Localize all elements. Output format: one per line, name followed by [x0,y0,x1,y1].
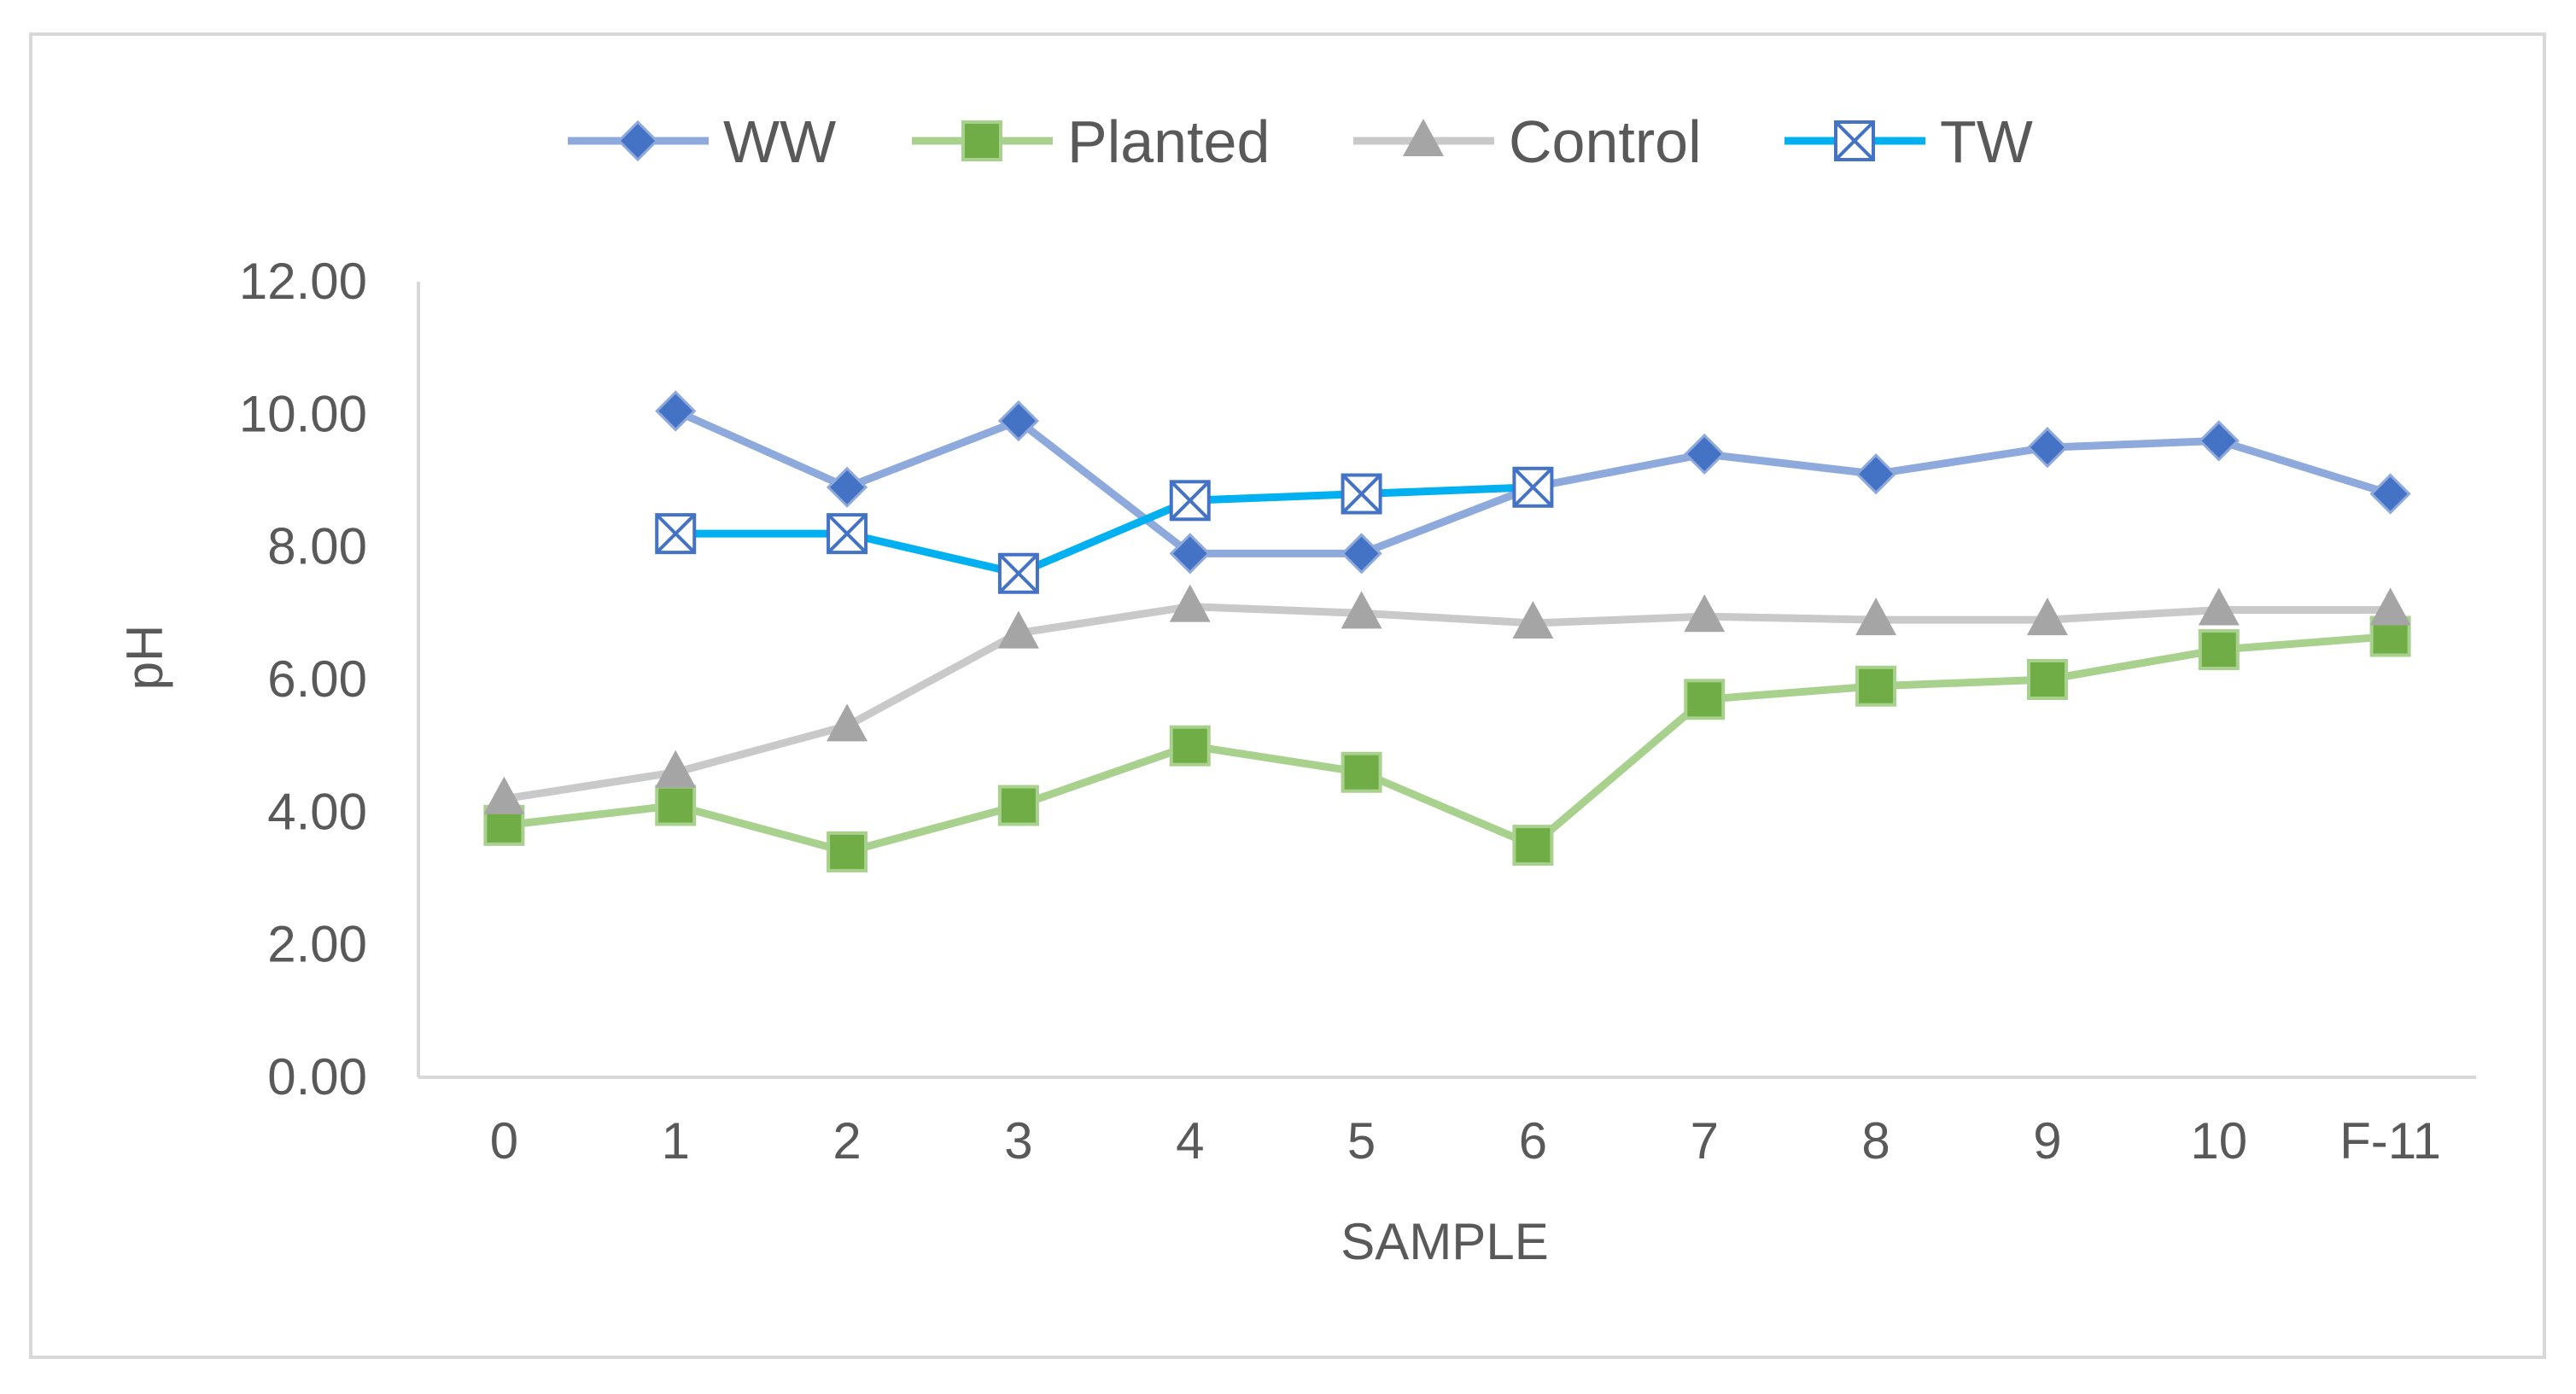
x-axis: 0 1 2 3 4 5 6 7 8 9 10 F-11 [418,1076,2476,1169]
x-tick-label: 4 [1176,1112,1204,1169]
control-point [655,749,697,788]
y-tick-label: 4.00 [267,783,367,840]
control-point [1169,584,1211,622]
tw-point [1169,480,1211,522]
ww-point [655,390,697,432]
planted-point [1855,665,1897,707]
x-tick-label: 7 [1691,1112,1719,1169]
control-line [503,603,2391,803]
tw-line [675,483,1533,578]
legend-marker [961,120,1002,161]
y-tick-label: 8.00 [267,518,367,575]
y-axis-title: pH [116,625,173,691]
control-point [1855,598,1897,636]
x-axis-title: SAMPLE [1341,1213,1548,1270]
legend-marker [1834,120,1875,161]
y-tick-label: 0.00 [267,1048,367,1105]
x-tick-label: 9 [2033,1112,2061,1169]
x-tick-label: 6 [1519,1112,1547,1169]
ww-point [2369,473,2411,515]
legend-label: WW [723,108,836,175]
legend-item-control: Control [1353,108,1702,175]
planted-point [1684,679,1726,720]
x-tick-label: 1 [662,1112,690,1169]
control-point [2026,598,2068,636]
series-layer [483,390,2411,872]
control-point [1341,591,1382,629]
ww-point [1169,533,1211,575]
series-tw [655,466,1554,594]
control-point [2198,587,2240,626]
legend-item-tw: TW [1785,108,2033,175]
ww-point [1855,453,1897,495]
planted-point [1512,825,1554,866]
ww-point [997,400,1040,442]
y-axis: 0.00 2.00 4.00 6.00 8.00 10.00 12.00 [239,253,420,1105]
y-tick-label: 6.00 [267,650,367,708]
planted-point [997,784,1039,826]
ww-point [2026,427,2069,469]
legend: WW Planted Control TW [568,108,2033,175]
y-tick-label: 10.00 [239,385,367,442]
x-tick-label: 10 [2190,1112,2247,1169]
ww-point [2198,420,2240,462]
legend-item-ww: WW [568,108,836,175]
planted-point [1169,725,1211,767]
planted-line [503,633,2391,856]
planted-point [655,784,697,826]
legend-label: TW [1940,108,2033,175]
y-tick-label: 12.00 [239,253,367,310]
x-tick-label: 2 [832,1112,861,1169]
control-point [2369,587,2411,626]
tw-point [1512,466,1554,508]
planted-point [2198,629,2240,671]
planted-point [2026,659,2068,700]
legend-marker [1403,119,1444,156]
x-tick-label: 0 [490,1112,518,1169]
ww-point [1684,433,1726,475]
series-control [483,584,2411,814]
control-point [997,610,1039,649]
control-point [483,776,525,814]
control-point [1512,600,1554,639]
x-tick-label: F-11 [2339,1112,2441,1169]
tw-point [827,513,868,555]
legend-item-planted: Planted [912,108,1270,175]
tw-point [997,552,1039,594]
legend-label: Planted [1067,108,1270,175]
y-tick-label: 2.00 [267,916,367,973]
legend-marker [616,120,659,162]
ww-point [1341,533,1382,575]
control-point [1684,594,1726,633]
tw-point [655,513,697,555]
ww-point [826,466,868,508]
x-tick-label: 8 [1861,1112,1890,1169]
planted-point [827,831,868,872]
x-tick-label: 3 [1004,1112,1032,1169]
x-tick-label: 5 [1347,1112,1376,1169]
planted-point [1341,751,1382,793]
legend-label: Control [1509,108,1702,175]
chart-frame [29,32,2546,1359]
control-point [827,703,868,742]
tw-point [1341,473,1382,515]
